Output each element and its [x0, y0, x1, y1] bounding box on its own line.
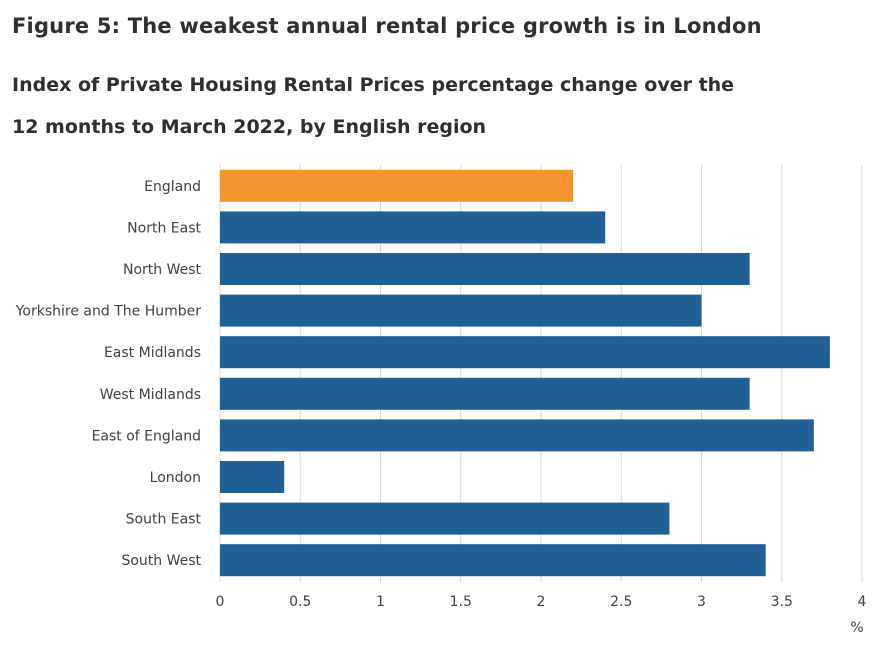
bar-north-east: [220, 211, 606, 244]
category-label: South West: [121, 553, 201, 569]
category-labels: England North East North West Yorkshire and…: [15, 179, 202, 569]
bar-london: [220, 461, 285, 493]
chart-title: Figure 5: The weakest annual rental pric…: [12, 14, 762, 38]
chart-subtitle: Index of Private Housing Rental Prices p…: [12, 74, 735, 138]
bar-england: [220, 169, 574, 202]
x-tick-label: 1: [376, 594, 385, 610]
bar-south-east: [220, 502, 670, 535]
category-label: East Midlands: [104, 345, 201, 361]
bar-east-midlands: [220, 336, 830, 369]
bar-west-midlands: [220, 377, 750, 410]
category-label: East of England: [92, 428, 201, 444]
x-tick-label: 3.5: [771, 594, 793, 610]
category-label: London: [150, 470, 201, 486]
bar-south-west: [220, 544, 766, 577]
bar-east-of-england: [220, 419, 814, 452]
category-label: North East: [127, 220, 201, 236]
category-label: Yorkshire and The Humber: [15, 304, 202, 320]
x-tick-label: 4: [858, 594, 867, 610]
category-label: South East: [126, 512, 202, 528]
x-tick-label: 0: [216, 594, 225, 610]
category-label: North West: [123, 262, 202, 278]
x-axis-label: %: [850, 620, 863, 636]
category-label: England: [144, 179, 201, 195]
bar-yorkshire-and-the-humber: [220, 294, 702, 327]
x-tick-label: 1.5: [450, 594, 472, 610]
x-axis-ticks: 0 0.5 1 1.5 2 2.5 3 3.5 4: [216, 594, 867, 610]
bar-north-west: [220, 253, 750, 285]
bars: [220, 169, 830, 577]
category-label: West Midlands: [100, 387, 201, 403]
x-tick-label: 2: [537, 594, 546, 610]
x-tick-label: 0.5: [289, 594, 311, 610]
x-tick-label: 2.5: [610, 594, 632, 610]
x-tick-label: 3: [697, 594, 706, 610]
